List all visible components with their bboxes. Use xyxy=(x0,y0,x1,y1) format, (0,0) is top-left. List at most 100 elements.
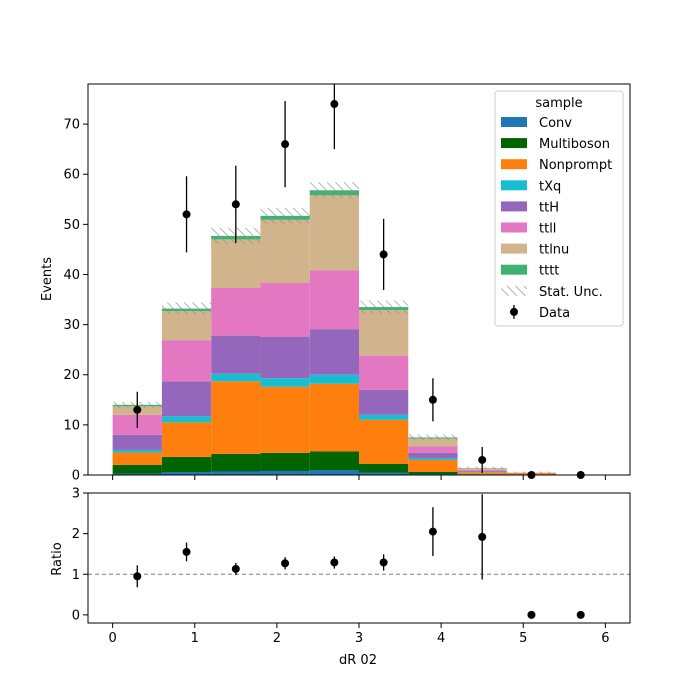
bar-ttll-bin-1 xyxy=(161,340,212,382)
legend-label-multiboson: Multiboson xyxy=(539,137,610,152)
x-tick-label-6: 6 xyxy=(601,631,609,646)
bar-ttlnu-bin-6 xyxy=(408,438,458,447)
y-tick-label-main-70: 70 xyxy=(63,118,80,133)
y-tick-label-main-50: 50 xyxy=(63,218,80,233)
bar-ttlnu-bin-3 xyxy=(260,219,310,284)
ratio-point-9 xyxy=(576,610,585,619)
bar-multiboson-bin-1 xyxy=(161,456,212,472)
data-points xyxy=(133,84,585,479)
y-tick-label-ratio-0: 0 xyxy=(72,608,80,623)
bar-tth-bin-0 xyxy=(112,434,162,450)
x-tick-label-3: 3 xyxy=(355,631,363,646)
bar-conv-bin-6 xyxy=(408,473,458,475)
ratio-point-2 xyxy=(231,564,240,573)
data-point-7 xyxy=(478,455,487,464)
y-axis-label-ratio: Ratio xyxy=(50,542,65,575)
ratio-panel-frame xyxy=(87,492,631,624)
legend-label-ttll: ttll xyxy=(539,222,556,237)
legend-swatch-nonprompt xyxy=(501,159,527,170)
legend-label-stat-unc: Stat. Unc. xyxy=(539,285,603,300)
bar-ttlnu-bin-5 xyxy=(359,310,409,356)
bar-nonprompt-bin-1 xyxy=(161,422,212,457)
data-point-1 xyxy=(182,210,191,219)
stat-unc-bin-4 xyxy=(309,182,359,199)
legend-swatch-txq xyxy=(501,180,527,191)
ratio-point-6 xyxy=(428,527,437,536)
data-point-4 xyxy=(330,100,339,109)
bar-ttlnu-bin-4 xyxy=(309,195,359,271)
y-tick-label-ratio-3: 3 xyxy=(72,487,80,502)
ratio-point-4 xyxy=(330,558,339,567)
bar-nonprompt-bin-5 xyxy=(359,419,409,464)
stat-unc-bin-6 xyxy=(408,434,458,441)
legend-swatch-conv xyxy=(501,117,527,127)
bar-nonprompt-bin-0 xyxy=(112,452,162,465)
bar-txq-bin-5 xyxy=(359,414,409,420)
bar-conv-bin-5 xyxy=(359,472,409,475)
bar-multiboson-bin-5 xyxy=(359,463,409,473)
legend-label-ttlnu: ttlnu xyxy=(539,243,569,258)
bar-ttll-bin-3 xyxy=(260,283,310,337)
bar-nonprompt-bin-3 xyxy=(260,386,310,453)
legend-label-tth: ttH xyxy=(539,200,559,215)
bar-conv-bin-3 xyxy=(260,470,310,475)
legend-label-conv: Conv xyxy=(539,116,572,131)
bar-ttll-bin-5 xyxy=(359,355,409,390)
bar-conv-bin-1 xyxy=(161,471,212,475)
bar-nonprompt-bin-4 xyxy=(309,383,359,452)
legend-swatch-ttlnu xyxy=(501,243,527,254)
ratio-panel-content xyxy=(88,494,630,619)
legend: sample Conv Multiboson Nonprompt tXq ttH ttll t… xyxy=(494,90,624,327)
bar-conv-bin-2 xyxy=(211,471,261,475)
bar-conv-bin-0 xyxy=(112,473,162,475)
y-tick-label-ratio-2: 2 xyxy=(72,527,80,542)
data-point-3 xyxy=(281,140,290,149)
bar-nonprompt-bin-2 xyxy=(211,381,261,454)
bar-conv-bin-4 xyxy=(309,469,359,475)
ratio-point-1 xyxy=(182,547,191,556)
bar-tth-bin-4 xyxy=(309,329,359,375)
data-point-0 xyxy=(133,405,142,414)
bar-nonprompt-bin-7 xyxy=(457,472,507,475)
bar-txq-bin-3 xyxy=(260,378,310,387)
legend-swatch-stat-unc xyxy=(501,285,527,296)
bar-tth-bin-6 xyxy=(408,452,458,458)
bar-nonprompt-bin-6 xyxy=(408,459,458,472)
legend-swatch-multiboson xyxy=(501,138,527,149)
bar-ttll-bin-4 xyxy=(309,270,359,330)
bar-multiboson-bin-2 xyxy=(211,453,261,472)
bar-tth-bin-3 xyxy=(260,336,310,379)
data-point-5 xyxy=(379,250,388,259)
ratio-point-7 xyxy=(478,532,487,541)
bar-multiboson-bin-6 xyxy=(408,471,458,474)
ratio-point-5 xyxy=(379,558,388,567)
x-tick-label-1: 1 xyxy=(191,631,199,646)
stat-unc-bin-5 xyxy=(359,300,409,314)
bar-ttll-bin-2 xyxy=(211,288,261,336)
data-point-6 xyxy=(428,395,437,404)
legend-label-nonprompt: Nonprompt xyxy=(539,158,612,173)
bar-multiboson-bin-4 xyxy=(309,451,359,470)
ratio-point-3 xyxy=(281,559,290,568)
bar-ttlnu-bin-2 xyxy=(211,239,261,289)
data-point-2 xyxy=(231,200,240,209)
legend-label-data: Data xyxy=(539,306,570,321)
bar-tth-bin-2 xyxy=(211,335,261,374)
y-tick-label-main-10: 10 xyxy=(63,418,80,433)
bar-txq-bin-4 xyxy=(309,374,359,384)
x-tick-label-2: 2 xyxy=(273,631,281,646)
bar-txq-bin-2 xyxy=(211,373,261,382)
ratio-point-8 xyxy=(527,610,536,619)
bar-ttlnu-bin-1 xyxy=(161,311,212,341)
bar-multiboson-bin-0 xyxy=(112,464,162,474)
y-tick-label-main-20: 20 xyxy=(63,368,80,383)
x-tick-label-5: 5 xyxy=(519,631,527,646)
bar-txq-bin-6 xyxy=(408,457,458,460)
bar-txq-bin-0 xyxy=(112,449,162,453)
ratio-point-0 xyxy=(133,572,142,581)
legend-title: sample xyxy=(535,96,582,111)
bar-txq-bin-1 xyxy=(161,416,212,423)
legend-swatch-tttt xyxy=(501,264,527,275)
